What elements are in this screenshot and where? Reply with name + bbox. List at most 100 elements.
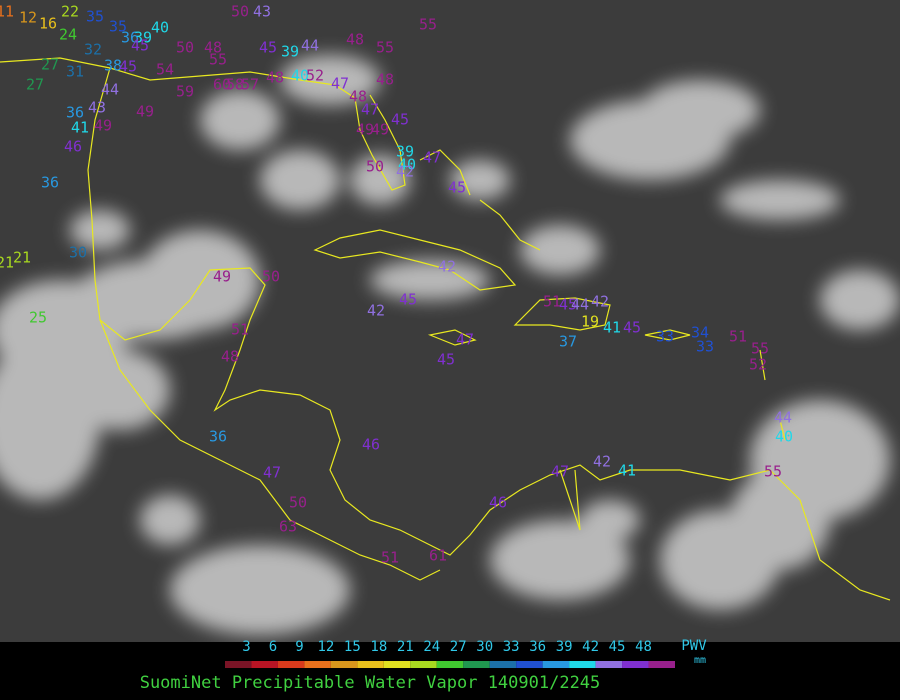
station-pwv: 42 bbox=[396, 163, 414, 181]
colorbar-tick-label: 15 bbox=[344, 639, 361, 655]
station-pwv: 41 bbox=[618, 462, 636, 480]
station-pwv: 36 bbox=[41, 174, 59, 192]
station-pwv: 41 bbox=[71, 119, 89, 137]
station-pwv: 39 bbox=[396, 143, 414, 161]
colorbar-unit: mm bbox=[694, 655, 706, 666]
station-pwv: 55 bbox=[376, 39, 394, 57]
colorbar-swatch bbox=[357, 661, 384, 668]
station-pwv: 48 bbox=[349, 88, 367, 106]
station-pwv: 37 bbox=[559, 333, 577, 351]
cloud bbox=[520, 225, 600, 275]
colorbar-swatch bbox=[383, 661, 411, 668]
station-pwv: 44 bbox=[774, 409, 792, 427]
station-pwv: 51 bbox=[231, 321, 249, 339]
station-pwv: 36 bbox=[66, 104, 84, 122]
station-pwv: 48 bbox=[266, 69, 284, 87]
colorbar-quantity: PWV bbox=[681, 638, 707, 654]
station-pwv: 55 bbox=[764, 463, 782, 481]
colorbar-tick-label: 6 bbox=[269, 639, 277, 655]
colorbar-swatch bbox=[542, 661, 570, 668]
station-pwv: 45 bbox=[437, 351, 455, 369]
station-pwv: 40 bbox=[151, 19, 169, 37]
legend-bar bbox=[0, 642, 900, 700]
cloud bbox=[660, 510, 780, 610]
station-pwv: 39 bbox=[134, 29, 152, 47]
colorbar-tick-label: 24 bbox=[423, 639, 440, 655]
station-pwv: 48 bbox=[376, 71, 394, 89]
station-pwv: 12 bbox=[19, 9, 37, 27]
station-pwv: 60 bbox=[213, 76, 231, 94]
station-pwv: 49 bbox=[94, 117, 112, 135]
cloud bbox=[490, 520, 630, 600]
station-pwv: 27 bbox=[41, 56, 59, 74]
station-pwv: 55 bbox=[751, 340, 769, 358]
station-pwv: 45 bbox=[391, 111, 409, 129]
station-pwv: 36 bbox=[209, 428, 227, 446]
colorbar-tick-label: 18 bbox=[370, 639, 387, 655]
station-pwv: 51 bbox=[381, 549, 399, 567]
station-pwv: 46 bbox=[64, 138, 82, 156]
colorbar-swatch bbox=[410, 661, 437, 668]
station-pwv: 45 bbox=[559, 296, 577, 314]
station-pwv: 35 bbox=[109, 18, 127, 36]
cloud bbox=[450, 160, 510, 200]
colorbar-swatch bbox=[436, 661, 464, 668]
station-pwv: 54 bbox=[156, 61, 174, 79]
cloud bbox=[580, 500, 640, 540]
station-pwv: 45 bbox=[119, 58, 137, 76]
station-pwv: 42 bbox=[591, 293, 609, 311]
colorbar-swatch bbox=[648, 661, 675, 668]
cloud bbox=[640, 80, 760, 140]
colorbar-swatch bbox=[489, 661, 517, 668]
station-pwv: 21 bbox=[13, 249, 31, 267]
station-pwv: 43 bbox=[253, 3, 271, 21]
colorbar-tick-label: 39 bbox=[556, 639, 573, 655]
colorbar: 3 6 9 12 15 18 21 24 27 30 33 36 39 42 45 48 bbox=[225, 639, 675, 668]
station-pwv: 42 bbox=[438, 258, 456, 276]
station-pwv: 40 bbox=[398, 156, 416, 174]
station-pwv: 25 bbox=[29, 309, 47, 327]
colorbar-swatch bbox=[251, 661, 278, 668]
coastlines bbox=[0, 57, 891, 601]
station-pwv: 49 bbox=[371, 121, 389, 139]
colorbar-tick-label: 36 bbox=[529, 639, 546, 655]
cloud bbox=[280, 55, 380, 105]
colorbar-tick-label: 30 bbox=[476, 639, 493, 655]
colorbar-swatch bbox=[622, 661, 649, 668]
colorbar-tick-label: 45 bbox=[609, 639, 626, 655]
station-pwv: 46 bbox=[362, 436, 380, 454]
colorbar-swatch bbox=[463, 661, 490, 668]
station-pwv: 49 bbox=[356, 121, 374, 139]
station-pwv: 38 bbox=[104, 57, 122, 75]
caption: SuomiNet Precipitable Water Vapor 140901… bbox=[140, 673, 601, 693]
station-pwv: 63 bbox=[279, 518, 297, 536]
station-pwv: 11 bbox=[0, 3, 14, 21]
station-pwv: 49 bbox=[213, 268, 231, 286]
colorbar-tick-label: 9 bbox=[295, 639, 303, 655]
station-pwv: 50 bbox=[262, 268, 280, 286]
station-pwv: 30 bbox=[69, 244, 87, 262]
colorbar-swatch bbox=[277, 661, 305, 668]
station-pwv: 42 bbox=[593, 453, 611, 471]
station-pwv: 22 bbox=[61, 3, 79, 21]
station-pwv: 61 bbox=[429, 547, 447, 565]
colorbar-swatch bbox=[304, 661, 331, 668]
colorbar-swatch bbox=[516, 661, 543, 668]
station-pwv: 40 bbox=[775, 428, 793, 446]
colorbar-tick-label: 3 bbox=[242, 639, 250, 655]
station-pwv: 55 bbox=[419, 16, 437, 34]
cloud bbox=[350, 155, 410, 205]
station-pwv: 55 bbox=[209, 51, 227, 69]
station-pwv: 45 bbox=[399, 291, 417, 309]
station-pwv: 19 bbox=[581, 313, 599, 331]
station-pwv: 33 bbox=[656, 328, 674, 346]
cloud bbox=[140, 495, 200, 545]
cloud bbox=[70, 210, 130, 250]
station-pwv: 46 bbox=[489, 494, 507, 512]
colorbar-swatch bbox=[569, 661, 596, 668]
station-pwv: 40 bbox=[291, 67, 309, 85]
station-pwv: 31 bbox=[66, 63, 84, 81]
station-pwv: 58 bbox=[226, 76, 244, 94]
colorbar-tick-label: 21 bbox=[397, 639, 414, 655]
